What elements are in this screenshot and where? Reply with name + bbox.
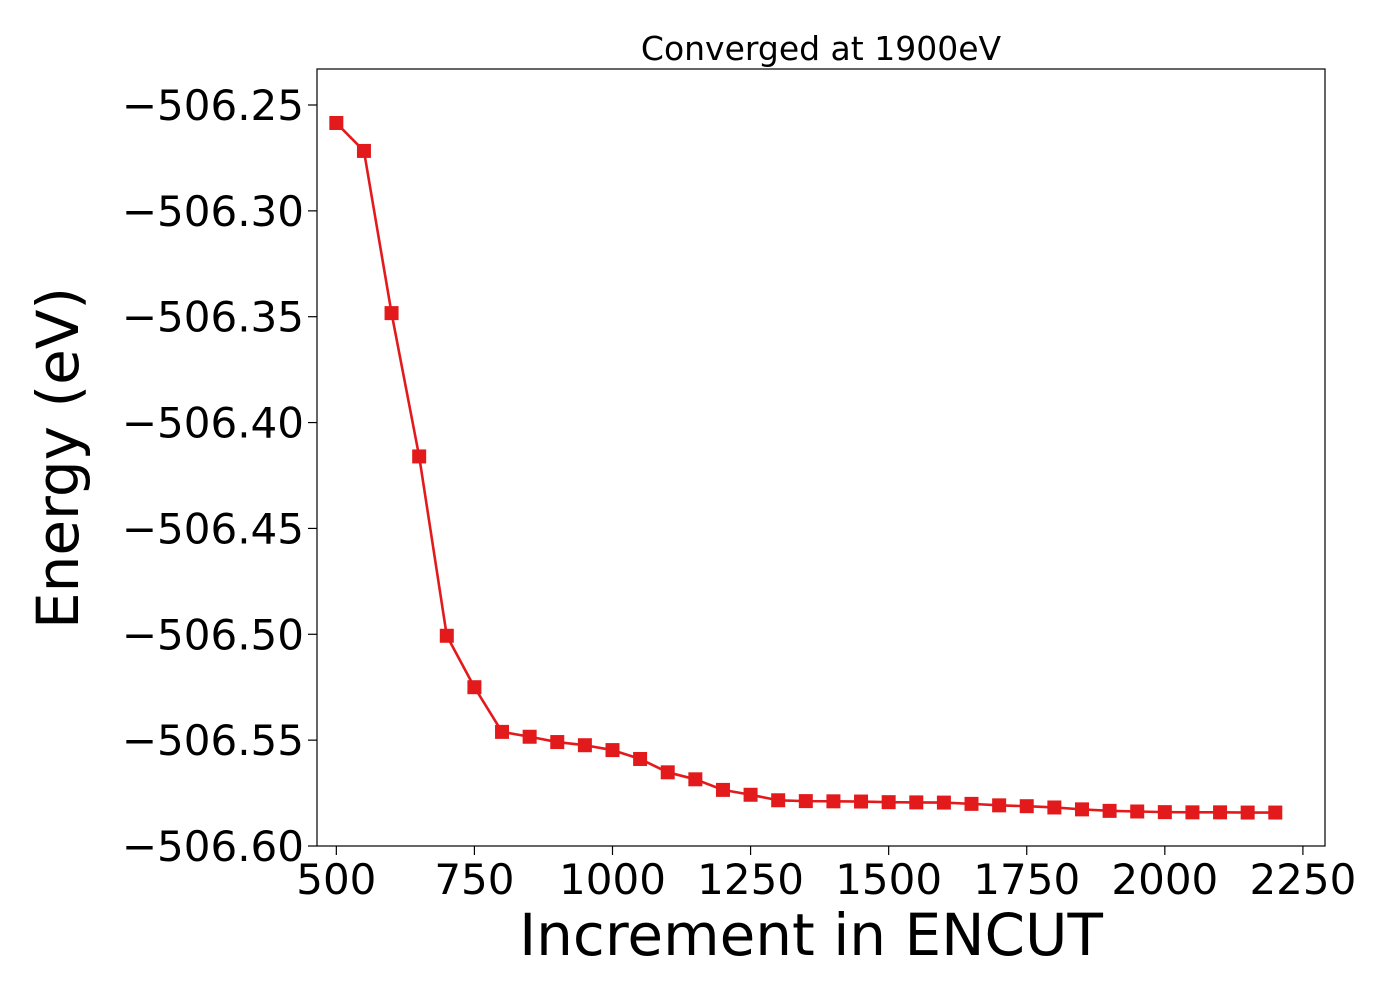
x-tick-label: 750: [434, 855, 514, 904]
y-tick-label: −506.55: [122, 716, 304, 765]
data-point-marker: [1019, 799, 1034, 814]
x-axis: 500 750 1000 1250 1500 1750 2000 2250: [296, 846, 1356, 904]
data-point-marker: [1157, 805, 1172, 820]
x-tick-label: 2000: [1111, 855, 1218, 904]
x-tick-label: 500: [296, 855, 376, 904]
y-axis: −506.25 −506.30 −506.35 −506.40 −506.45 −506.…: [122, 81, 317, 871]
data-point-marker: [854, 794, 869, 809]
data-point-marker: [992, 798, 1007, 813]
x-tick-label: 1500: [835, 855, 942, 904]
data-point-marker: [384, 306, 399, 321]
plot-area-frame: [316, 68, 1326, 847]
data-point-marker: [1074, 802, 1089, 817]
data-point-marker: [605, 743, 620, 758]
data-point-marker: [771, 793, 786, 808]
y-axis-title: Energy (eV): [24, 287, 92, 629]
data-point-marker: [633, 751, 648, 766]
data-point-marker: [495, 724, 510, 739]
data-point-marker: [909, 795, 924, 810]
x-tick-label: 2250: [1249, 855, 1356, 904]
data-point-marker: [550, 735, 565, 750]
data-point-marker: [1268, 805, 1283, 820]
data-point-marker: [660, 765, 675, 780]
data-point-marker: [1047, 800, 1062, 815]
data-point-marker: [1185, 805, 1200, 820]
data-point-marker: [826, 794, 841, 809]
y-tick-label: −506.35: [122, 293, 304, 342]
x-tick-label: 1000: [559, 855, 666, 904]
data-point-marker: [881, 795, 896, 810]
data-point-marker: [964, 796, 979, 811]
data-series: [329, 115, 1283, 820]
data-point-marker: [439, 628, 454, 643]
chart-title: Converged at 1900eV: [641, 29, 1002, 68]
data-point-marker: [577, 738, 592, 753]
x-tick-label: 1750: [973, 855, 1080, 904]
data-point-marker: [522, 729, 537, 744]
data-point-marker: [688, 772, 703, 787]
data-point-marker: [329, 115, 344, 130]
data-point-marker: [412, 449, 427, 464]
data-point-marker: [936, 795, 951, 810]
data-point-marker: [1130, 804, 1145, 819]
data-point-marker: [798, 794, 813, 809]
x-axis-title: Increment in ENCUT: [519, 901, 1103, 969]
x-tick-label: 1250: [697, 855, 804, 904]
data-point-marker: [1102, 803, 1117, 818]
y-tick-label: −506.45: [122, 504, 304, 553]
y-tick-label: −506.25: [122, 81, 304, 130]
data-point-marker: [743, 787, 758, 802]
y-tick-label: −506.60: [122, 822, 304, 871]
y-tick-label: −506.30: [122, 187, 304, 236]
data-point-marker: [1213, 805, 1228, 820]
y-tick-label: −506.40: [122, 399, 304, 448]
series-line: [335, 122, 1276, 814]
y-tick-label: −506.50: [122, 610, 304, 659]
data-point-marker: [715, 782, 730, 797]
data-point-marker: [1240, 805, 1255, 820]
data-point-marker: [467, 680, 482, 695]
data-point-marker: [356, 143, 371, 158]
